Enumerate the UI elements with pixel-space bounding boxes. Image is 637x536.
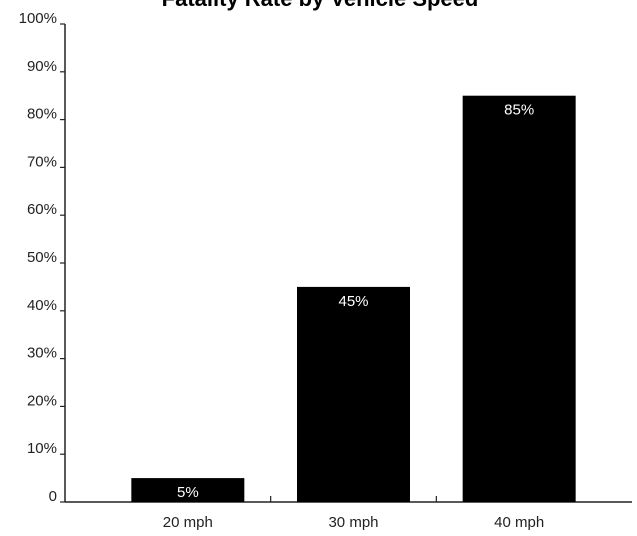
y-tick-label: 50% [27, 249, 57, 266]
bar [462, 95, 576, 502]
y-tick-label: 40% [27, 297, 57, 314]
y-tick-label: 90% [27, 58, 57, 75]
y-tick-label: 70% [27, 153, 57, 170]
chart-title: Fatality Rate by Vehicle Speed [162, 0, 479, 11]
bar-value-label: 45% [338, 293, 368, 310]
data-labels: 5% 45% 85% [177, 102, 534, 501]
x-tick-label: 40 mph [494, 514, 544, 531]
bar [297, 286, 410, 502]
y-tick-label: 100% [19, 10, 57, 27]
bar [131, 478, 245, 502]
bar-value-label: 5% [177, 484, 199, 501]
x-tick-label: 30 mph [328, 514, 378, 531]
y-tick-label: 0 [49, 488, 57, 505]
y-axis: 0 10% 20% 30% 40% 50% 60% 70% 80% 90% 100% [19, 10, 66, 505]
y-tick-label: 30% [27, 345, 57, 362]
y-tick-label: 60% [27, 201, 57, 218]
bar-value-label: 85% [504, 102, 534, 119]
x-tick-label: 20 mph [163, 514, 213, 531]
y-tick-label: 10% [27, 440, 57, 457]
bars [131, 95, 576, 502]
y-tick-label: 20% [27, 392, 57, 409]
y-tick-label: 80% [27, 106, 57, 123]
